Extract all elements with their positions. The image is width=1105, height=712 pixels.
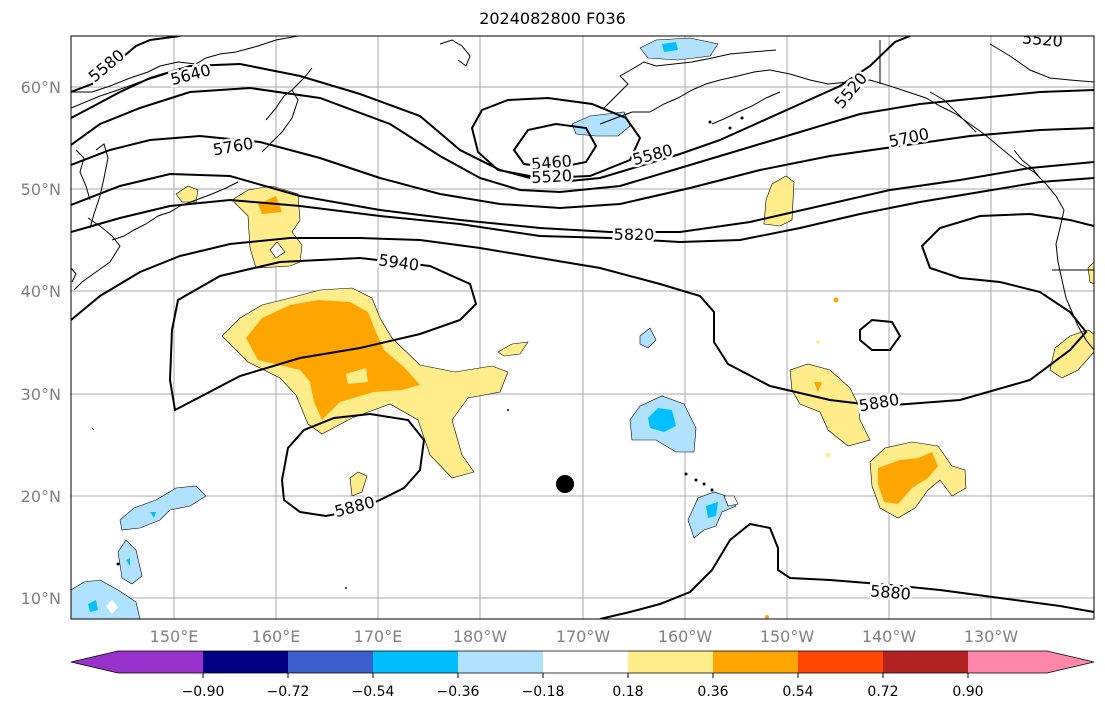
longitude-labels: 150°E 160°E 170°E 180°W 170°W 160°W 150°… [150,627,1019,646]
lon-label: 140°W [862,627,917,646]
lat-label: 60°N [21,78,61,97]
colorbar-segment [713,651,798,673]
latitude-labels: 60°N 50°N 40°N 30°N 20°N 10°N [21,78,61,608]
contour-label: 5580 [85,45,128,86]
colorbar-outline [70,650,1095,674]
contour-label: 5700 [887,124,931,151]
lon-label: 130°W [964,627,1019,646]
contour-label: 5760 [211,134,254,160]
contour-label: 5820 [614,225,655,244]
lon-label: 160°W [658,627,713,646]
contour-label: 5520 [1021,28,1063,50]
colorbar-tick-label: −0.18 [522,684,565,700]
lat-label: 30°N [21,385,61,404]
lat-label: 50°N [21,180,61,199]
colorbar-segment [628,651,713,673]
colorbar-ticks [202,673,969,678]
colorbar-min-extension [71,651,118,673]
colorbar-segment [883,651,968,673]
colorbar-segment [203,651,288,673]
colorbar-segment [373,651,458,673]
colorbar-tick-label: 0.90 [952,684,983,700]
lat-label: 20°N [21,487,61,506]
islands [116,116,744,589]
colorbar-max-extension [1047,651,1094,673]
colorbar-segment [458,651,543,673]
colorbar-tick-label: −0.90 [182,684,225,700]
map-title: 2024082800 F036 [479,9,626,28]
colorbar-segment [288,651,373,673]
lat-label: 40°N [21,282,61,301]
coastlines [71,36,1094,431]
storm-center-marker [556,475,574,493]
height-contours [71,36,1094,619]
colorbar-segment [798,651,883,673]
lat-label: 10°N [21,589,61,608]
lon-label: 150°E [150,627,199,646]
negative-anomaly-shading [71,37,739,619]
colorbar-segment [118,651,203,673]
positive-anomaly-shading [175,175,1094,619]
contour-label: 5520 [531,166,573,187]
contour-label: 5640 [168,60,212,89]
contour-label: 5520 [830,69,871,112]
lon-label: 180°W [453,627,508,646]
contour-label: 5880 [869,581,911,603]
contour-labels: 5580 5640 5760 5460 5520 5580 5520 5520 … [82,28,1066,606]
map-frame [70,35,1095,620]
colorbar-segment [543,651,628,673]
colorbar-tick-label: −0.36 [437,684,480,700]
lon-label: 170°E [354,627,403,646]
colorbar-tick-label: −0.54 [352,684,395,700]
gridlines [71,36,1094,619]
colorbar-tick-label: 0.36 [697,684,728,700]
lon-label: 160°E [252,627,301,646]
contour-label: 5940 [377,250,420,274]
lon-label: 150°W [760,627,815,646]
colorbar-segment [968,651,1047,673]
contour-label: 5880 [332,492,376,521]
colorbar: −0.90 −0.72 −0.54 −0.36 −0.18 0.18 0.36 … [70,650,1095,700]
colorbar-tick-label: 0.72 [867,684,898,700]
colorbar-tick-label: 0.54 [782,684,813,700]
lon-label: 170°W [556,627,611,646]
colorbar-tick-label: 0.18 [612,684,643,700]
colorbar-tick-label: −0.72 [267,684,310,700]
